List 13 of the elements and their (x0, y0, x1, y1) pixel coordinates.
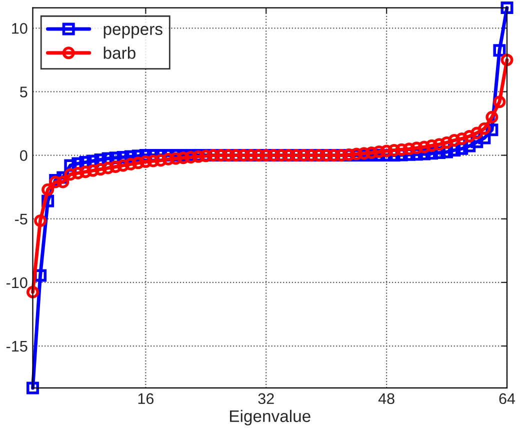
y-tick-label: 5 (20, 86, 28, 98)
legend-label: barb (104, 46, 136, 59)
legend-label: peppers (104, 26, 162, 38)
y-tick-label: -5 (14, 214, 28, 225)
y-tick-label: -15 (6, 341, 28, 352)
x-tick-label: 64 (499, 393, 516, 404)
y-tick-label: 10 (12, 23, 28, 34)
x-tick-label: 16 (138, 393, 154, 404)
x-tick-label: 32 (258, 393, 274, 404)
x-tick-label: 48 (378, 393, 394, 404)
x-axis-title: Eigenvalue (230, 410, 310, 426)
y-tick-label: -10 (6, 277, 28, 288)
y-tick-label: 0 (20, 150, 28, 161)
